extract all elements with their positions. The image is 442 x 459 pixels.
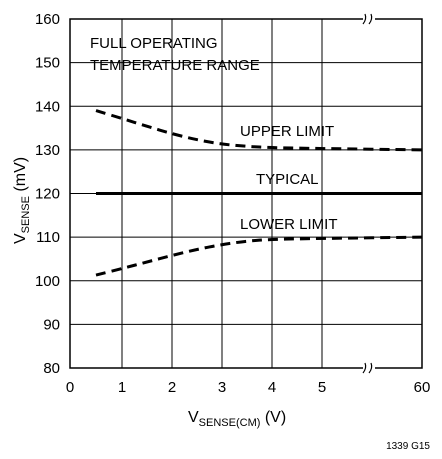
series-upper-line — [95, 109, 423, 152]
figure-id: 1339 G15 — [386, 441, 430, 452]
y-tick-160: 160 — [35, 11, 60, 28]
x-tick-1: 1 — [118, 379, 126, 396]
y-tick-90: 90 — [43, 316, 60, 333]
y-axis-label: VSENSE (mV) — [12, 157, 32, 244]
y-tick-150: 150 — [35, 55, 60, 72]
axis-break-stroke-b-bottom — [368, 362, 373, 374]
axis-break-marks — [362, 12, 375, 375]
x-tick-60: 60 — [414, 379, 431, 396]
y-tick-100: 100 — [35, 273, 60, 290]
axis-break-stroke-a-top — [362, 13, 367, 25]
x-tick-2: 2 — [168, 379, 176, 396]
y-tick-110: 110 — [36, 229, 60, 246]
x-tick-0: 0 — [66, 379, 74, 396]
y-tick-130: 130 — [35, 142, 60, 159]
annotation-lower-limit: LOWER LIMIT — [240, 216, 338, 233]
y-tick-labels: 80 90 100 110 120 130 140 150 160 — [35, 11, 60, 377]
x-tick-3: 3 — [218, 379, 226, 396]
x-tick-5: 5 — [318, 379, 326, 396]
annotation-upper-limit: UPPER LIMIT — [240, 123, 334, 140]
annotation-condition-line2: TEMPERATURE RANGE — [90, 57, 260, 74]
series-lower-line — [95, 235, 423, 277]
y-tick-140: 140 — [35, 98, 60, 115]
x-tick-labels: 0 1 2 3 4 5 60 — [66, 379, 431, 396]
y-tick-80: 80 — [43, 360, 60, 377]
axis-break-stroke-a-bottom — [362, 362, 367, 374]
annotation-condition-line1: FULL OPERATING — [90, 35, 218, 52]
x-axis-label: VSENSE(CM) (V) — [188, 409, 286, 429]
annotation-typical: TYPICAL — [256, 171, 319, 188]
y-tick-120: 120 — [35, 186, 60, 203]
axis-break-stroke-b-top — [368, 13, 373, 25]
series-lines — [95, 109, 423, 277]
x-tick-4: 4 — [268, 379, 276, 396]
